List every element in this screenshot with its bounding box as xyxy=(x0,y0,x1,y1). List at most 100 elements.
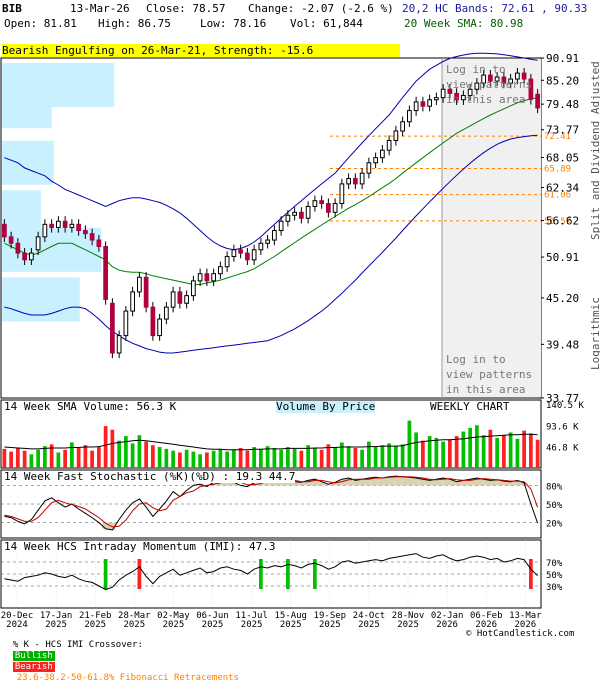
volume-bar-64 xyxy=(434,437,439,468)
volume-bar-58 xyxy=(394,446,398,468)
volume-bar-51 xyxy=(346,446,351,468)
candle-body-55 xyxy=(373,157,378,164)
login-patterns-bottom: Log in to view patterns in this area xyxy=(446,353,533,396)
volume-label: Vol: 61,844 xyxy=(290,17,363,30)
sma-label: 20 Week SMA: 80.98 xyxy=(404,17,524,30)
footer-fib: 23.6-38.2-50-61.8% Fibonacci Retracement… xyxy=(16,673,240,683)
volume-bar-11 xyxy=(76,447,81,468)
volume-tick-1: 93.6 K xyxy=(546,422,579,432)
x-tick-label-10: 28-Nov xyxy=(392,611,425,621)
volume-bar-15 xyxy=(103,426,108,468)
volume-bar-56 xyxy=(380,445,385,468)
volume-bar-13 xyxy=(90,450,94,468)
volume-bar-57 xyxy=(387,443,391,468)
volume-bar-3 xyxy=(22,450,27,468)
candle-body-57 xyxy=(386,139,392,151)
volume-bar-75 xyxy=(508,432,513,468)
candle-body-53 xyxy=(359,172,365,185)
candle-body-72 xyxy=(488,74,493,82)
volume-bar-41 xyxy=(279,449,283,468)
volume-bar-43 xyxy=(292,448,297,468)
volume-bar-1 xyxy=(9,451,13,468)
volume-bar-74 xyxy=(502,435,506,468)
candle-body-3 xyxy=(22,252,27,261)
footer-legend: % K - HCS IMI Crossover: Bullish Bearish… xyxy=(2,629,239,684)
volume-bar-29 xyxy=(198,454,202,468)
volume-bar-36 xyxy=(245,450,250,468)
volume-tick-2: 46.8 K xyxy=(546,444,579,454)
candle-body-76 xyxy=(515,72,520,80)
candle-body-5 xyxy=(35,236,41,251)
price-tick-label-10: 33.77 xyxy=(546,392,579,405)
candle-body-75 xyxy=(508,78,513,84)
volume-bar-26 xyxy=(178,452,182,468)
volume-bar-50 xyxy=(340,442,344,468)
imi-crossover-2 xyxy=(259,559,263,589)
x-tick-year-0: 2024 xyxy=(6,620,28,630)
candle-body-8 xyxy=(56,220,61,228)
candle-body-9 xyxy=(62,220,68,228)
price-tick-label-4: 68.05 xyxy=(546,151,579,164)
bands-label: 20,2 HC Bands: 72.61 , 90.33 xyxy=(402,2,588,15)
imi-tick-2: 30% xyxy=(546,583,563,593)
candle-body-63 xyxy=(427,99,432,107)
footer-bearish: Bearish xyxy=(12,662,55,672)
stoch-tick-2: 20% xyxy=(546,520,563,530)
x-tick-label-4: 02-May xyxy=(157,611,190,621)
volume-bar-61 xyxy=(414,432,418,468)
candle-body-52 xyxy=(353,178,358,185)
volume-bar-24 xyxy=(164,448,169,468)
volume-bar-18 xyxy=(124,436,128,468)
x-tick-year-11: 2026 xyxy=(436,620,458,630)
volume-bar-14 xyxy=(97,447,101,468)
candle-body-24 xyxy=(164,306,169,320)
price-tick-label-3: 73.77 xyxy=(546,124,579,137)
stochastic-title: 14 Week Fast Stochastic (%K)(%D) : 19.3 … xyxy=(4,470,296,483)
price-tick-label-7: 50.91 xyxy=(546,251,579,264)
candle-body-79 xyxy=(535,93,540,109)
candle-body-18 xyxy=(123,310,129,337)
candle-body-32 xyxy=(218,266,223,275)
candle-body-28 xyxy=(191,280,196,297)
x-tick-label-11: 02-Jan xyxy=(431,611,464,621)
volume-bar-12 xyxy=(83,445,88,468)
volume-bar-37 xyxy=(252,447,256,468)
volume-bar-47 xyxy=(319,449,324,468)
candle-body-23 xyxy=(157,318,162,337)
date-label: 13-Mar-26 xyxy=(70,2,130,15)
open-label: Open: 81.81 xyxy=(4,17,77,30)
x-tick-label-3: 28-Mar xyxy=(118,611,151,621)
x-tick-year-5: 2025 xyxy=(202,620,224,630)
x-tick-year-9: 2025 xyxy=(358,620,380,630)
adjusted-label: Split and Dividend Adjusted xyxy=(589,61,600,240)
volume-bar-45 xyxy=(306,445,310,468)
volume-bar-71 xyxy=(481,435,486,468)
x-tick-label-0: 20-Dec xyxy=(1,611,34,621)
imi-crossover-1 xyxy=(137,559,142,589)
imi-crossover-3 xyxy=(286,559,290,589)
candle-body-68 xyxy=(461,95,466,101)
candle-body-73 xyxy=(494,76,500,82)
candle-body-19 xyxy=(130,291,135,312)
x-tick-year-6: 2025 xyxy=(241,620,263,630)
candle-body-71 xyxy=(481,74,486,84)
imi-crossover-4 xyxy=(313,559,317,589)
volume-bar-77 xyxy=(522,430,526,468)
imi-tick-0: 70% xyxy=(546,559,563,569)
volume-bar-21 xyxy=(144,441,148,468)
volume-bar-28 xyxy=(191,451,196,468)
candle-body-14 xyxy=(96,239,102,248)
volume-bar-20 xyxy=(137,435,142,468)
x-tick-year-4: 2025 xyxy=(163,620,185,630)
price-tick-label-8: 45.20 xyxy=(546,292,579,305)
band-lower-line xyxy=(4,134,538,354)
x-tick-label-1: 17-Jan xyxy=(40,611,73,621)
x-tick-label-8: 19-Sep xyxy=(314,611,347,621)
imi-line xyxy=(4,553,538,591)
candle-body-15 xyxy=(103,246,108,300)
fib-label-0: 72.41 xyxy=(544,132,571,142)
x-tick-year-13: 2026 xyxy=(515,620,537,630)
candle-body-60 xyxy=(407,110,412,123)
chart-svg: 72.41 65.89 61.06 56.57 90.91 85.20 79.48 73.77… xyxy=(0,52,585,630)
volume-sma-line xyxy=(4,433,538,451)
